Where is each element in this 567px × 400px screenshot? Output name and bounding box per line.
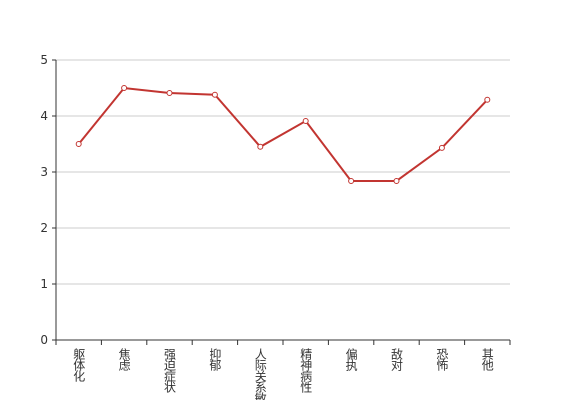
x-tick-label: 躯体化 bbox=[72, 347, 86, 383]
point bbox=[257, 143, 264, 150]
point bbox=[348, 177, 355, 184]
y-tick-label: 2 bbox=[40, 221, 48, 235]
x-tick-label: 强迫症状 bbox=[163, 348, 177, 393]
x-tick-label: 恐怖 bbox=[435, 348, 449, 371]
y-tick-label: 3 bbox=[40, 165, 48, 179]
x-tick-label: 其他 bbox=[480, 348, 494, 371]
x-tick-label: 人际关系敏感 bbox=[253, 348, 267, 400]
point bbox=[438, 144, 445, 151]
x-tick-label: 敌对 bbox=[390, 347, 404, 371]
y-tick-label: 0 bbox=[40, 333, 48, 347]
y-tick-label: 5 bbox=[40, 53, 48, 67]
point bbox=[484, 96, 491, 103]
x-tick-label: 抑郁 bbox=[208, 347, 222, 372]
y-tick-label: 1 bbox=[40, 277, 48, 291]
point bbox=[211, 91, 218, 98]
x-tick-label: 精神病性 bbox=[299, 348, 313, 394]
y-tick-label: 4 bbox=[40, 109, 48, 123]
point bbox=[121, 85, 128, 91]
x-tick-label: 偏执 bbox=[344, 347, 358, 372]
line bbox=[77, 86, 489, 182]
point bbox=[393, 177, 400, 184]
point bbox=[166, 90, 173, 97]
point bbox=[75, 141, 82, 147]
x-tick-label: 焦虑 bbox=[117, 348, 131, 371]
point bbox=[302, 118, 309, 125]
